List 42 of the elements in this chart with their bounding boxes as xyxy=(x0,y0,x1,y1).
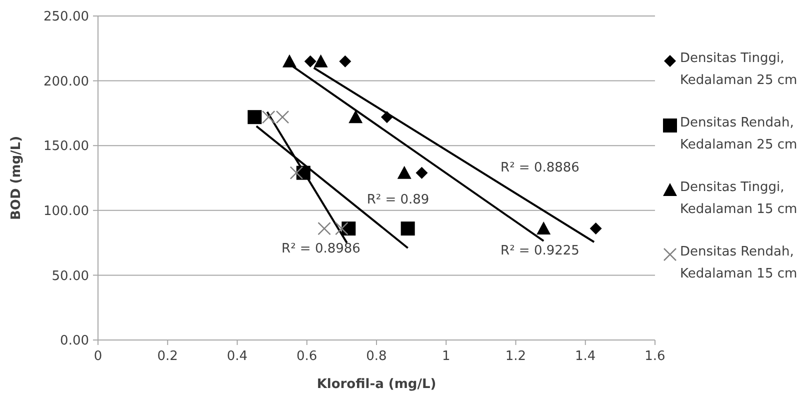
x-tick-label: 1 xyxy=(442,349,450,364)
point xyxy=(397,166,412,179)
x-tick-label: 1.6 xyxy=(644,349,666,364)
point xyxy=(348,110,363,124)
annotation: R² = 0.89 xyxy=(366,192,430,208)
y-tick-label: 250.00 xyxy=(44,10,89,25)
annotation: R² = 0.8986 xyxy=(282,242,360,257)
point xyxy=(314,54,328,68)
legend-label: Densitas Tinggi, Kedalaman 25 cm xyxy=(680,51,798,88)
point xyxy=(416,166,428,179)
x-tick-label: 0.2 xyxy=(157,349,178,364)
y-tick-label: 200.00 xyxy=(44,74,89,90)
annotation: R² = 0.9225 xyxy=(500,244,580,259)
point xyxy=(536,222,551,235)
x-tick-label: 0.4 xyxy=(226,349,248,364)
x-tick-label: 0.8 xyxy=(366,349,387,364)
point xyxy=(318,222,331,236)
x-tick-label: 0 xyxy=(94,349,102,364)
point xyxy=(276,110,290,124)
annotation: R² = 0.8886 xyxy=(500,160,580,176)
x-axis-title: Klorofil-a (mg/L) xyxy=(316,377,436,392)
point xyxy=(400,222,415,236)
x-tick-label: 0.6 xyxy=(296,349,318,364)
y-axis-title: BOD (mg/L) xyxy=(9,136,24,220)
point xyxy=(590,222,602,235)
legend-label: Densitas Tinggi, Kedalaman 15 cm xyxy=(680,180,798,217)
point xyxy=(282,54,296,68)
legend-label: Densitas Rendah, Kedalaman 15 cm xyxy=(680,244,798,282)
point xyxy=(262,110,276,124)
y-tick-label: 100.00 xyxy=(44,204,89,219)
legend-label: Densitas Rendah, Kedalaman 25 cm xyxy=(680,116,798,152)
y-tick-label: 0.00 xyxy=(60,334,89,349)
point xyxy=(304,55,316,68)
y-tick-label: 150.00 xyxy=(44,139,89,154)
point xyxy=(380,111,393,124)
y-tick-label: 50.00 xyxy=(52,268,89,284)
point xyxy=(248,110,262,124)
point xyxy=(290,166,304,180)
x-tick-label: 1.2 xyxy=(505,349,526,364)
point xyxy=(339,55,352,68)
x-tick-label: 1.4 xyxy=(575,349,596,364)
point xyxy=(335,222,348,236)
